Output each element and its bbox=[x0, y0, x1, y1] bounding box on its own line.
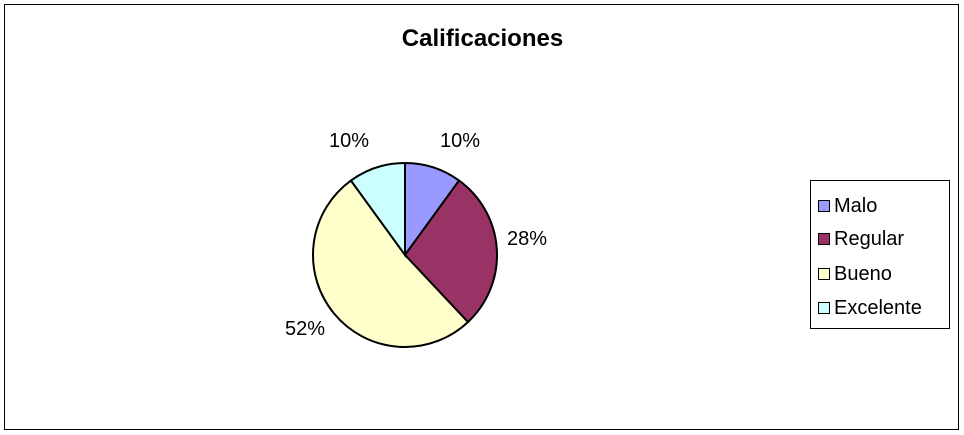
legend-swatch-malo bbox=[818, 200, 830, 212]
chart-title: Calificaciones bbox=[401, 25, 564, 52]
chart-legend: Malo Regular Bueno Excelente bbox=[810, 180, 950, 329]
pie-slice-excelente bbox=[349, 161, 406, 259]
data-label-malo: 10% bbox=[440, 130, 480, 152]
legend-swatch-excelente bbox=[818, 302, 830, 314]
legend-label-bueno: Bueno bbox=[834, 262, 892, 285]
data-label-excelente: 10% bbox=[329, 130, 369, 152]
legend-item-malo: Malo bbox=[818, 191, 877, 221]
pie-slice-regular bbox=[403, 179, 498, 324]
legend-label-regular: Regular bbox=[834, 227, 905, 250]
legend-label-excelente: Excelente bbox=[834, 296, 922, 319]
legend-item-excelente: Excelente bbox=[818, 293, 922, 323]
legend-item-bueno: Bueno bbox=[818, 259, 892, 289]
legend-label-malo: Malo bbox=[834, 194, 878, 217]
legend-item-regular: Regular bbox=[818, 224, 904, 254]
legend-swatch-bueno bbox=[818, 268, 830, 280]
legend-swatch-regular bbox=[818, 233, 830, 245]
pie-chart: 10% 28% 52% 10% bbox=[285, 130, 547, 348]
data-label-bueno: 52% bbox=[285, 318, 325, 340]
chart-area: Calificaciones 10% 28% 52% 10% Malo Regular… bbox=[4, 4, 959, 430]
pie-slice-bueno bbox=[312, 179, 470, 348]
data-label-regular: 28% bbox=[507, 228, 547, 250]
